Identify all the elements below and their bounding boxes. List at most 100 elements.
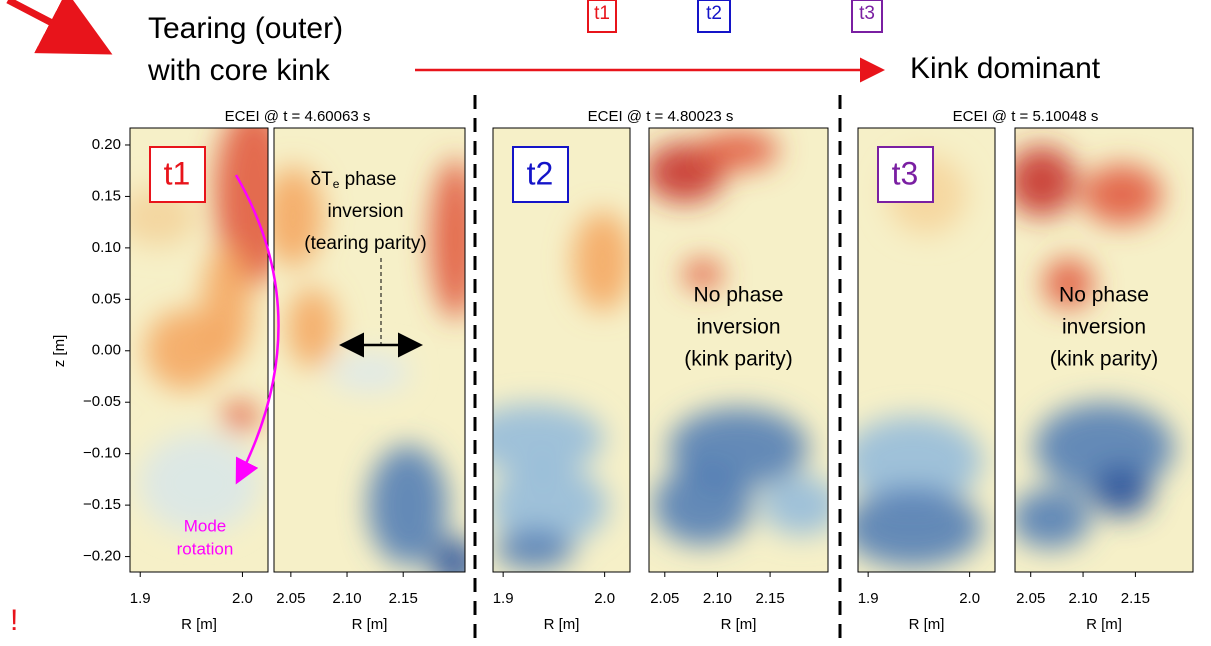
heatmap-blob — [145, 310, 226, 390]
x-tick-label: 2.05 — [650, 590, 679, 607]
pointer-arrow — [6, 0, 113, 55]
y-tick-label: −0.05 — [83, 393, 121, 410]
x-tick-label: 2.0 — [959, 590, 980, 607]
panel-tag: t3 — [892, 155, 919, 191]
tag-box — [877, 146, 934, 203]
x-axis-label: R [m] — [544, 616, 580, 633]
x-tick-label: 2.15 — [389, 590, 418, 607]
heatmap-blob — [222, 401, 259, 432]
heatmap-blob — [430, 538, 465, 572]
time-tag: t2 — [706, 3, 722, 24]
rotation-label: Mode — [184, 516, 227, 535]
heatmap-blob — [1034, 402, 1174, 493]
rotation-label: rotation — [177, 539, 234, 558]
heatmap — [274, 128, 465, 572]
heatmap-blobs — [649, 130, 828, 546]
x-axis-label: R [m] — [909, 616, 945, 633]
time-tag: t3 — [859, 3, 875, 24]
panel-title: ECEI @ t = 5.10048 s — [953, 108, 1099, 125]
heatmap-blob — [493, 403, 605, 474]
x-tick-label: 2.15 — [1121, 590, 1150, 607]
left-label: Tearing (outer) — [148, 12, 343, 45]
x-axis-label: R [m] — [721, 616, 757, 633]
heatmap-blobs — [493, 211, 630, 570]
heatmap-blob — [1081, 164, 1162, 225]
heatmap-blob — [698, 130, 779, 171]
annotation: δTe phase — [311, 169, 397, 191]
heatmap-blob — [858, 416, 983, 506]
heatmap-blob — [652, 465, 753, 546]
tag-box — [587, 0, 617, 33]
y-tick-label: 0.05 — [92, 290, 121, 307]
y-tick-label: 0.20 — [92, 136, 121, 153]
panel-frame — [273, 127, 466, 573]
x-axis-label: R [m] — [1086, 616, 1122, 633]
y-tick-label: −0.20 — [83, 548, 121, 565]
heatmap-blob — [572, 211, 630, 312]
heatmap — [649, 128, 828, 572]
y-tick-label: −0.10 — [83, 445, 121, 462]
x-tick-label: 1.9 — [493, 590, 514, 607]
x-tick-label: 2.10 — [1068, 590, 1097, 607]
heatmap-blob — [329, 352, 410, 393]
annotation: (tearing parity) — [304, 233, 427, 254]
y-tick-label: 0.10 — [92, 239, 121, 256]
heatmap-blob — [1091, 467, 1152, 518]
panel-frame — [1014, 127, 1194, 573]
heatmap-blob — [493, 465, 608, 546]
heatmap-blob — [430, 159, 465, 319]
panel-tag: t2 — [527, 155, 554, 191]
panel-frame — [648, 127, 829, 573]
annotation: (kink parity) — [684, 348, 793, 371]
y-tick-label: 0.00 — [92, 342, 121, 359]
panel-frame — [857, 127, 996, 573]
heatmap-blob — [494, 529, 575, 570]
annotation-part: e — [333, 177, 340, 191]
x-tick-label: 2.10 — [703, 590, 732, 607]
heatmap-blob — [214, 128, 268, 285]
panel-frame — [129, 127, 269, 573]
panel-tag: t1 — [164, 155, 191, 191]
annotation-part: δT — [311, 169, 334, 190]
x-tick-label: 2.05 — [276, 590, 305, 607]
heatmap-blob — [1043, 258, 1094, 309]
right-label: Kink dominant — [910, 52, 1101, 85]
x-tick-label: 2.15 — [755, 590, 784, 607]
x-tick-label: 1.9 — [130, 590, 151, 607]
heatmap-blob — [761, 475, 828, 536]
tag-box — [149, 146, 206, 203]
annotation: No phase — [694, 284, 784, 307]
annotation: inversion — [1062, 316, 1146, 339]
heatmap-blob — [287, 287, 338, 368]
annotation: (kink parity) — [1050, 348, 1159, 371]
annotation-part: phase — [339, 169, 396, 190]
annotation: inversion — [327, 201, 403, 222]
y-tick-label: 0.15 — [92, 187, 121, 204]
x-tick-label: 2.0 — [594, 590, 615, 607]
x-axis-label: R [m] — [352, 616, 388, 633]
time-tag: t1 — [594, 3, 610, 24]
annotation: inversion — [696, 316, 780, 339]
x-tick-label: 2.05 — [1016, 590, 1045, 607]
panel-title: ECEI @ t = 4.60063 s — [225, 108, 371, 125]
y-tick-label: −0.15 — [83, 496, 121, 513]
heatmap-blobs — [1015, 146, 1174, 549]
rotation-arrow — [234, 174, 280, 485]
y-axis-label: z [m] — [51, 335, 68, 368]
x-tick-label: 2.0 — [232, 590, 253, 607]
annotation: No phase — [1059, 284, 1149, 307]
heatmap-blob — [367, 445, 448, 566]
heatmap-blob — [274, 166, 324, 267]
x-tick-label: 1.9 — [858, 590, 879, 607]
tag-box — [512, 146, 569, 203]
alert-mark: ! — [10, 604, 18, 637]
heatmap-blobs — [274, 159, 465, 572]
tag-box — [851, 0, 883, 33]
left-label: with core kink — [147, 54, 331, 87]
heatmap-blob — [858, 487, 983, 568]
panel-frame — [492, 127, 631, 573]
panel-title: ECEI @ t = 4.80023 s — [588, 108, 734, 125]
heatmap-blob — [682, 259, 723, 290]
x-tick-label: 2.10 — [332, 590, 361, 607]
